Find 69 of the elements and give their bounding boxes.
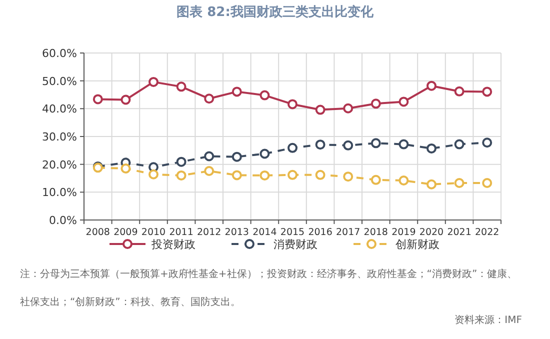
chart-title: 图表 82:我国财政三类支出比变化 xyxy=(176,4,374,21)
point xyxy=(343,140,354,150)
point xyxy=(398,96,409,107)
point xyxy=(398,139,409,150)
point xyxy=(176,82,186,92)
x-tick-label: 2017 xyxy=(336,227,360,238)
point xyxy=(482,138,492,148)
y-tick-label: 10.0% xyxy=(42,186,77,200)
point xyxy=(482,86,492,97)
y-tick-label: 50.0% xyxy=(42,74,77,88)
point xyxy=(288,142,298,153)
legend-label: 创新财政 xyxy=(396,238,440,251)
x-tick-label: 2016 xyxy=(308,227,332,238)
point xyxy=(315,104,326,115)
legend-label: 消费财政 xyxy=(274,238,318,251)
point xyxy=(288,99,298,110)
point xyxy=(315,140,326,150)
y-tick-label: 60.0% xyxy=(42,47,77,60)
point xyxy=(426,179,436,190)
point xyxy=(176,156,186,167)
x-tick-label: 2013 xyxy=(224,227,249,238)
x-tick-label: 2012 xyxy=(197,227,222,238)
point xyxy=(260,148,270,159)
point xyxy=(148,169,158,180)
point xyxy=(204,94,214,104)
x-tick-label: 2010 xyxy=(141,227,166,238)
point xyxy=(92,94,103,104)
point xyxy=(454,139,464,150)
point xyxy=(232,86,242,97)
text: 资料来源：IMF xyxy=(454,314,522,327)
point xyxy=(426,143,436,154)
point xyxy=(370,174,381,185)
x-tick-label: 2011 xyxy=(169,227,194,238)
x-tick-label: 2021 xyxy=(447,227,472,238)
point xyxy=(454,178,464,188)
y-tick-label: 40.0% xyxy=(42,102,77,116)
point xyxy=(260,90,270,100)
point xyxy=(232,152,242,162)
point xyxy=(343,103,354,114)
x-tick-label: 2015 xyxy=(280,227,305,238)
point xyxy=(315,170,326,180)
y-tick-label: 30.0% xyxy=(42,130,77,144)
x-tick-label: 2018 xyxy=(364,227,388,238)
y-tick-label: 0.0% xyxy=(49,214,77,227)
x-tick-label: 2019 xyxy=(392,227,416,238)
point xyxy=(370,98,381,109)
text: 注：分母为三本预算（一般预算+政府性基金+社保）；投资财政：经济事务、政府性基金；“消费财政”：健康、社保支出；“创新财政”：科技、教育、国防支出。 xyxy=(20,269,518,308)
x-tick-label: 2014 xyxy=(252,227,277,238)
point xyxy=(204,151,214,162)
point xyxy=(288,170,298,180)
point xyxy=(120,164,131,174)
point xyxy=(204,166,214,176)
x-tick-label: 2009 xyxy=(114,227,138,238)
point xyxy=(176,170,186,180)
point xyxy=(398,175,409,186)
point xyxy=(120,94,131,105)
point xyxy=(148,76,158,87)
legend-label: 投资财政 xyxy=(150,238,196,251)
x-tick-label: 2020 xyxy=(419,227,444,238)
point xyxy=(426,80,436,91)
x-tick-label: 2022 xyxy=(475,227,500,238)
point xyxy=(482,178,492,188)
point xyxy=(232,170,242,180)
point xyxy=(260,170,270,180)
x-tick-label: 2008 xyxy=(86,227,110,238)
y-tick-label: 20.0% xyxy=(42,158,77,172)
point xyxy=(370,138,381,148)
point xyxy=(343,172,354,182)
point xyxy=(454,86,464,96)
